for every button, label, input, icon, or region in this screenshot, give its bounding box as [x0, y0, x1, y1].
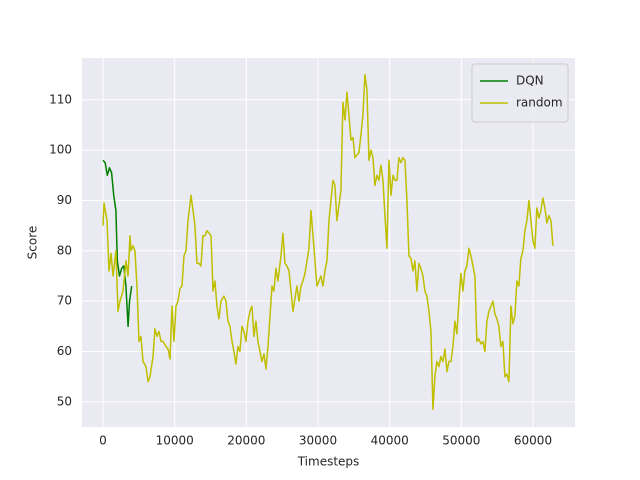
line-series	[102, 73, 554, 411]
y-tick-label: 90	[57, 193, 72, 207]
legend-label: random	[516, 96, 563, 110]
y-tick-label: 50	[57, 394, 72, 408]
y-axis-label: Score	[26, 226, 40, 260]
y-tick-label: 80	[57, 243, 72, 257]
x-tick-label: 50000	[442, 434, 480, 448]
y-tick-label: 60	[57, 344, 72, 358]
x-tick-label: 60000	[514, 434, 552, 448]
x-axis-label: Timesteps	[297, 455, 360, 469]
y-tick-label: 70	[57, 294, 72, 308]
y-tick-label: 100	[49, 143, 72, 157]
x-tick-label: 30000	[299, 434, 337, 448]
legend-label: DQN	[516, 74, 544, 88]
legend-box	[471, 63, 569, 123]
y-tick-label: 110	[49, 92, 72, 106]
x-tick-label: 0	[99, 434, 107, 448]
x-tick-label: 20000	[227, 434, 265, 448]
x-tick-label: 10000	[156, 434, 194, 448]
line-series	[102, 159, 133, 328]
x-tick-label: 40000	[371, 434, 409, 448]
